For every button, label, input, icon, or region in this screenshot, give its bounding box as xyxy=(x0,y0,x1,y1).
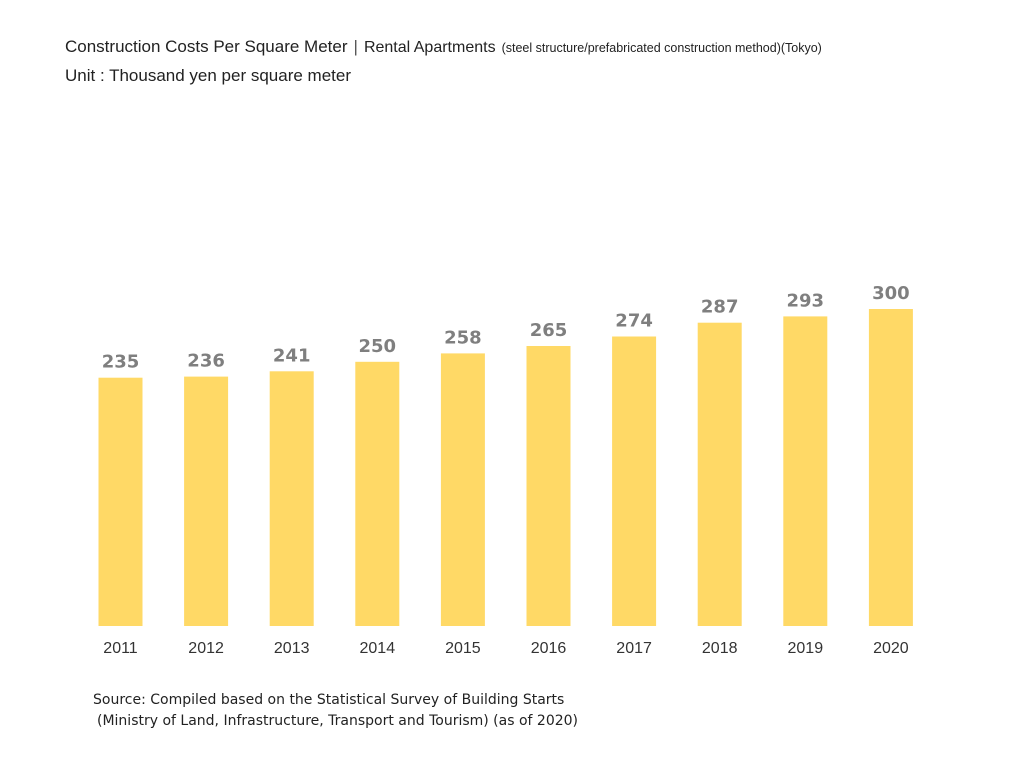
bar-2019 xyxy=(783,316,828,626)
value-label-2014: 250 xyxy=(359,336,397,357)
x-tick-label-2014: 2014 xyxy=(360,640,396,657)
bar-2012 xyxy=(184,376,229,626)
x-tick-label-2016: 2016 xyxy=(531,640,567,657)
chart-subtitle-note: (steel structure/prefabricated construct… xyxy=(501,41,822,55)
bar-2015 xyxy=(440,353,485,626)
value-label-2018: 287 xyxy=(701,297,739,318)
x-tick-label-2017: 2017 xyxy=(616,640,652,657)
bar-2014 xyxy=(355,361,400,626)
bar-2018 xyxy=(697,322,742,626)
bar-2017 xyxy=(612,336,657,626)
chart-title-main: Construction Costs Per Square Meter xyxy=(65,37,348,56)
x-tick-label-2020: 2020 xyxy=(873,640,909,657)
value-label-2012: 236 xyxy=(187,351,225,372)
source-line-2: (Ministry of Land, Infrastructure, Trans… xyxy=(97,713,579,729)
source-line-1: Source: Compiled based on the Statistica… xyxy=(93,692,565,708)
bar-2016 xyxy=(526,346,571,626)
chart-subtitle: Rental Apartments xyxy=(363,39,496,56)
value-label-2015: 258 xyxy=(444,327,482,348)
x-tick-label-2015: 2015 xyxy=(445,640,481,657)
bar-2013 xyxy=(269,371,314,626)
x-tick-label-2018: 2018 xyxy=(702,640,738,657)
source-note: Source: Compiled based on the Statistica… xyxy=(93,690,578,732)
value-label-2011: 235 xyxy=(102,352,140,373)
value-label-2019: 293 xyxy=(787,290,825,311)
x-tick-label-2013: 2013 xyxy=(274,640,310,657)
unit-label: Unit : Thousand yen per square meter xyxy=(65,66,352,85)
x-tick-label-2012: 2012 xyxy=(188,640,224,657)
value-label-2013: 241 xyxy=(273,345,311,366)
x-tick-label-2011: 2011 xyxy=(103,640,138,657)
chart-title: Construction Costs Per Square Meter | Rent… xyxy=(65,37,822,57)
bar-2020 xyxy=(868,309,913,626)
value-label-2017: 274 xyxy=(615,311,653,332)
value-label-2016: 265 xyxy=(530,320,568,341)
title-separator: | xyxy=(353,37,358,56)
value-label-2020: 300 xyxy=(872,283,910,304)
bar-2011 xyxy=(98,377,143,626)
x-tick-label-2019: 2019 xyxy=(788,640,824,657)
